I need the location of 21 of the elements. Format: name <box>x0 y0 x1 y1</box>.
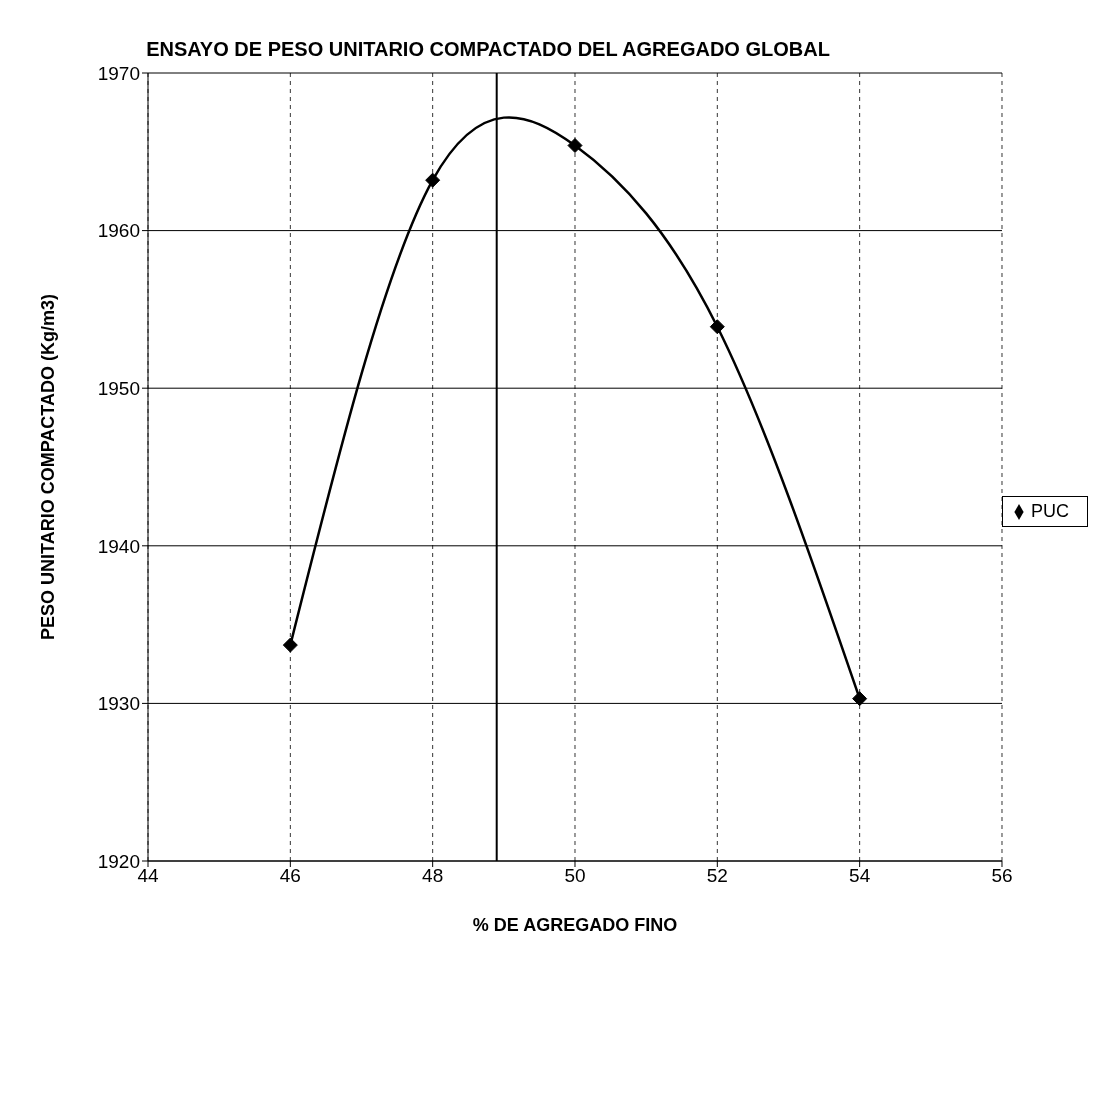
x-tick-label: 50 <box>564 865 586 887</box>
point <box>282 637 298 653</box>
x-tick-label: 54 <box>849 865 871 887</box>
point <box>709 319 725 335</box>
y-tick-label: 1920 <box>97 850 140 872</box>
x-tick-label: 46 <box>279 865 301 887</box>
x-tick-label: 52 <box>706 865 728 887</box>
x-tick-label: 48 <box>422 865 444 887</box>
y-tick-label: 1950 <box>97 377 140 399</box>
y-tick-label: 1940 <box>97 535 140 557</box>
y-tick-label: 1930 <box>97 693 140 715</box>
y-tick-label: 1960 <box>97 220 140 242</box>
y-tick-label: 1970 <box>97 62 140 84</box>
legend-label: PUC <box>1030 500 1069 521</box>
chart-title: ENSAYO DE PESO UNITARIO COMPACTADO DEL AGREGADO GLOBAL <box>145 37 831 61</box>
x-tick-label: 56 <box>991 865 1013 887</box>
point <box>852 691 868 707</box>
point <box>567 138 583 153</box>
x-axis-title: % DE AGREGADO FINO <box>472 915 678 935</box>
point <box>425 172 441 188</box>
y-axis-title: PESO UNITARIO COMPACTADO (Kg/m3) <box>38 294 59 640</box>
